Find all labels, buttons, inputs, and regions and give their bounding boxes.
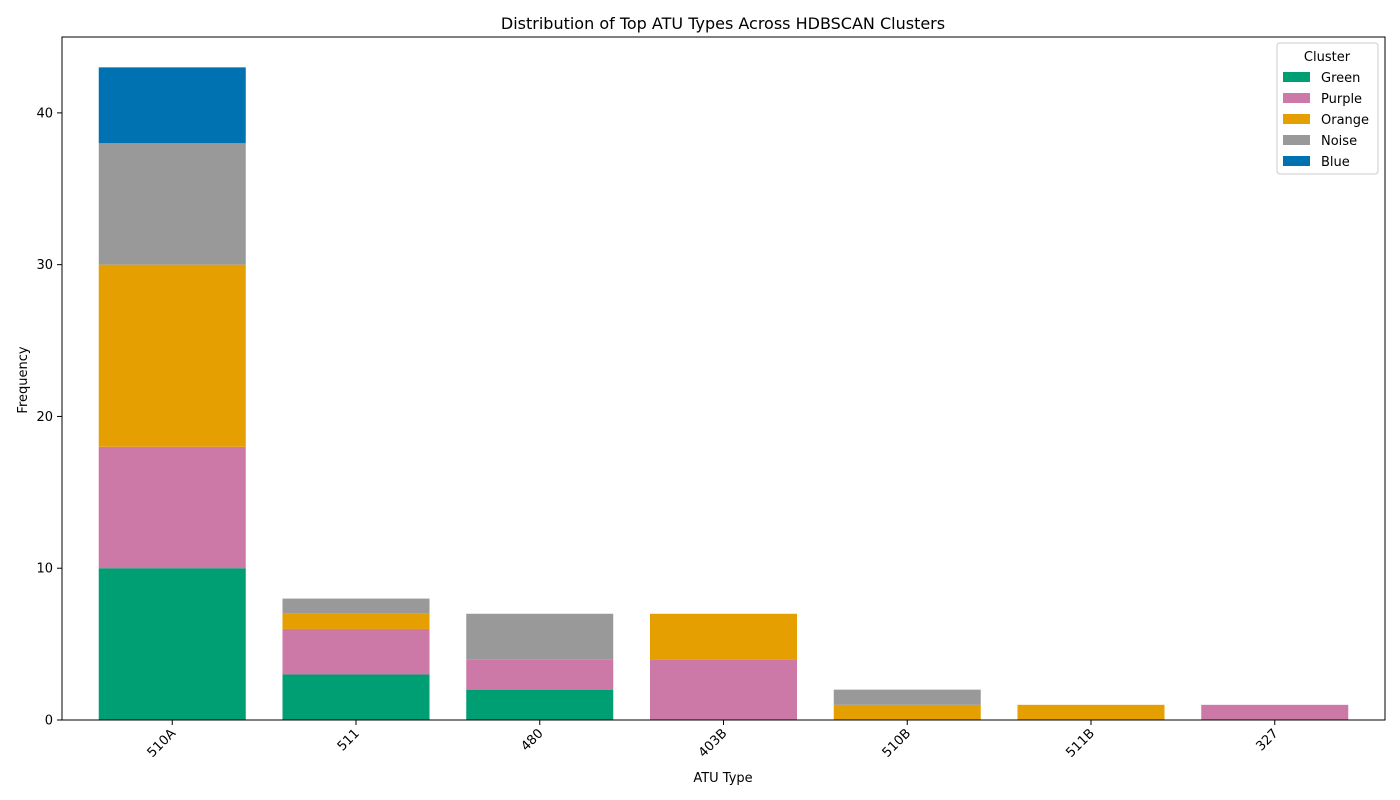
y-tick-label: 40 <box>36 106 53 121</box>
bar-orange-510B <box>833 704 981 720</box>
x-tick-label: 510B <box>880 726 914 760</box>
bar-orange-403B <box>650 613 797 660</box>
x-tick-label: 510A <box>145 726 180 761</box>
legend-label-green: Green <box>1321 71 1360 86</box>
x-tick-label: 480 <box>518 726 546 754</box>
bar-purple-511 <box>282 628 430 675</box>
bar-noise-480 <box>466 613 614 660</box>
bar-orange-511B <box>1017 704 1165 720</box>
bar-noise-511 <box>282 598 430 614</box>
bar-purple-510A <box>98 446 246 569</box>
legend-swatch-blue <box>1283 156 1310 166</box>
legend-label-purple: Purple <box>1321 92 1362 107</box>
y-tick-label: 30 <box>36 258 53 273</box>
bar-noise-510A <box>98 143 246 265</box>
x-axis-label: ATU Type <box>693 771 752 786</box>
series-purple <box>98 446 1349 720</box>
x-axis: 510A 511 480 403B 510B 511B 327 <box>145 720 1282 761</box>
legend-entries: Green Purple Orange Noise Blue <box>1283 71 1369 170</box>
x-tick-label: 511 <box>335 726 363 754</box>
y-tick-label: 20 <box>36 410 53 425</box>
bar-green-510A <box>98 568 246 720</box>
legend-label-noise: Noise <box>1321 134 1357 149</box>
bar-green-480 <box>466 689 614 720</box>
legend-title: Cluster <box>1304 50 1351 65</box>
chart-title: Distribution of Top ATU Types Across HDB… <box>501 14 945 33</box>
plot-area <box>98 67 1349 720</box>
bar-orange-510A <box>98 264 246 447</box>
legend-label-blue: Blue <box>1321 155 1350 170</box>
bar-green-511 <box>282 674 430 720</box>
series-green <box>98 568 614 720</box>
legend-swatch-purple <box>1283 93 1310 103</box>
y-axis: 0 10 20 30 40 <box>36 106 62 729</box>
bar-blue-510A <box>98 67 246 144</box>
legend-swatch-orange <box>1283 114 1310 124</box>
x-tick-label: 511B <box>1063 726 1097 760</box>
bar-orange-511 <box>282 613 430 629</box>
legend-label-orange: Orange <box>1321 113 1369 128</box>
bar-purple-480 <box>466 659 614 690</box>
legend-swatch-noise <box>1283 135 1310 145</box>
series-blue <box>98 67 246 144</box>
x-tick-label: 327 <box>1253 726 1281 754</box>
x-tick-label: 403B <box>696 726 730 760</box>
legend: Cluster Green Purple Orange Noise Blue <box>1276 42 1379 175</box>
bar-purple-403B <box>650 659 797 720</box>
bar-noise-510B <box>833 689 981 705</box>
y-axis-label: Frequency <box>16 346 31 413</box>
bar-purple-327 <box>1201 704 1349 720</box>
legend-swatch-green <box>1283 72 1310 82</box>
series-orange <box>98 264 1165 720</box>
series-noise <box>98 143 981 705</box>
y-tick-label: 0 <box>45 714 53 729</box>
y-tick-label: 10 <box>36 562 53 577</box>
